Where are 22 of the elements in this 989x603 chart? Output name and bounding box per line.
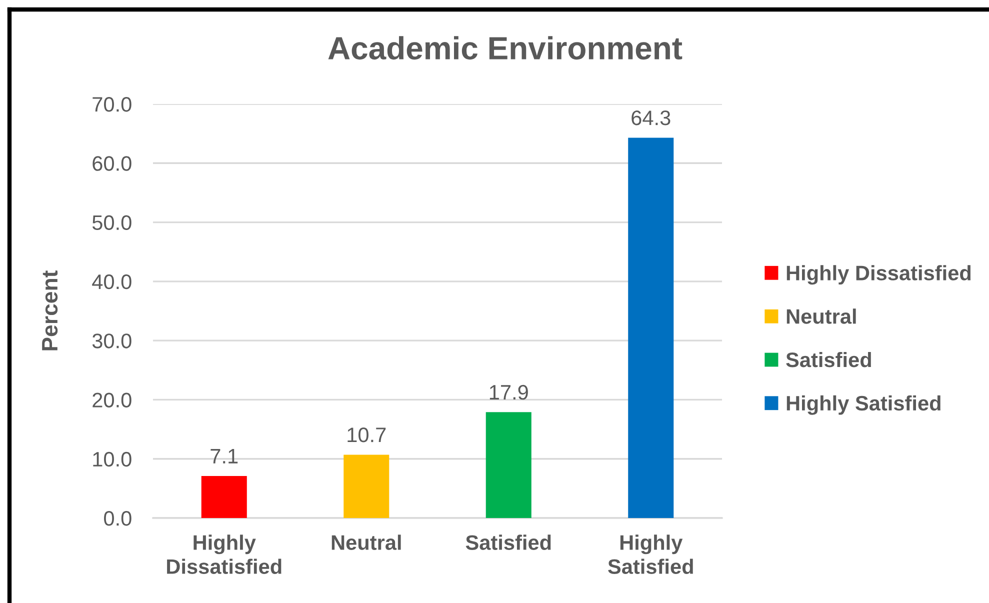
y-tick-label: 30.0 [92, 334, 132, 348]
data-label: 7.1 [210, 449, 238, 464]
legend-label: Neutral [786, 308, 856, 324]
y-tick-label: 50.0 [92, 215, 132, 230]
data-label: 17.9 [490, 384, 528, 400]
x-tick-label: Highly Dissatisfied [167, 534, 282, 574]
x-tick-label: Satisfied [466, 534, 551, 550]
y-tick-label: 20.0 [92, 392, 132, 408]
data-label: 64.3 [632, 110, 670, 126]
y-tick-label: 70.0 [92, 97, 132, 112]
legend-label: Highly Dissatisfied [786, 265, 971, 285]
y-tick-label: 60.0 [92, 156, 132, 171]
y-tick-label: 40.0 [92, 274, 132, 290]
x-tick-label: Neutral [332, 534, 401, 550]
chart-title: Academic Environment [328, 36, 682, 60]
legend-label: Satisfied [786, 352, 871, 368]
x-tick-label: Highly Satisfied [608, 534, 693, 574]
legend-label: Highly Satisfied [786, 395, 940, 415]
data-label: 10.7 [348, 428, 386, 442]
y-tick-label: 0.0 [104, 511, 132, 526]
y-axis-title: Percent [42, 270, 58, 350]
y-tick-label: 10.0 [93, 452, 132, 467]
